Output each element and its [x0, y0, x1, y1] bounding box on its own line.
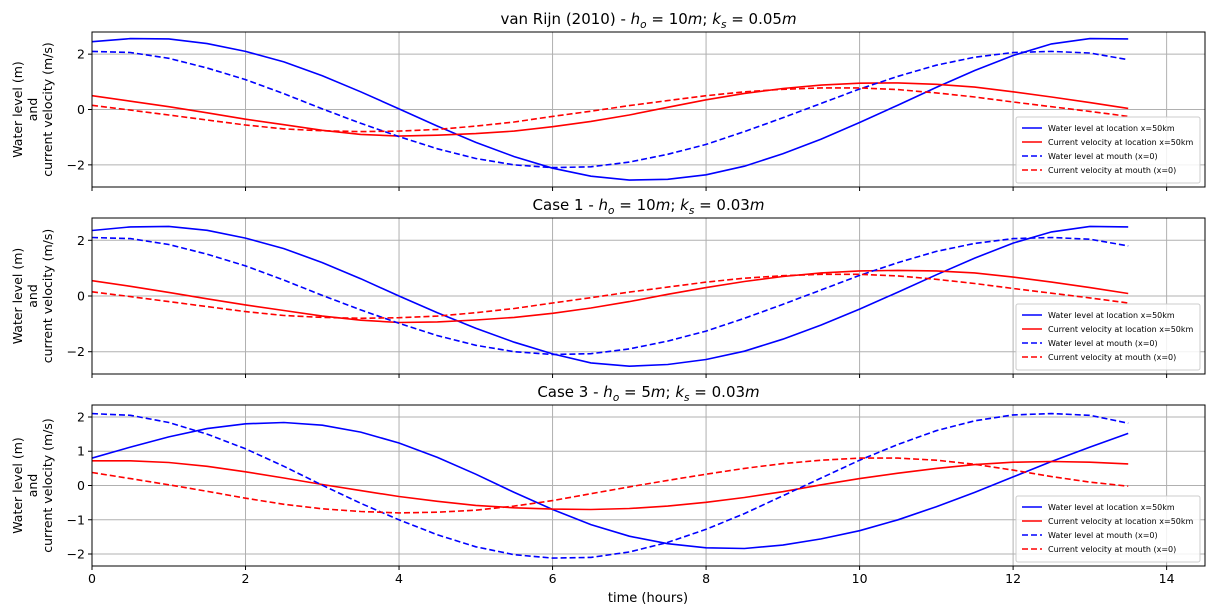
y-tick-label: 2	[77, 409, 85, 424]
series-line-4	[92, 457, 1129, 514]
series-line-1	[92, 225, 1129, 368]
y-axis-label: and	[25, 474, 40, 498]
x-tick-label: 12	[1005, 571, 1021, 586]
y-tick-label: −2	[67, 157, 85, 172]
legend-label: Water level at mouth (x=0)	[1048, 531, 1158, 540]
y-axis-label: Water level (m)	[10, 248, 25, 345]
series-line-1	[92, 421, 1129, 550]
panel-1: −2 0 2 Water level (m) and current velocity (…	[10, 10, 1206, 191]
y-tick-label: 2	[77, 47, 85, 62]
legend-label: Current velocity at mouth (x=0)	[1048, 166, 1176, 175]
y-tick-label: 0	[77, 102, 85, 117]
series-line-3	[92, 412, 1129, 559]
legend-label: Current velocity at mouth (x=0)	[1048, 545, 1176, 554]
y-axis-label: current velocity (m/s)	[40, 418, 55, 553]
x-tick-label: 0	[88, 571, 96, 586]
legend-label: Water level at location x=50km	[1048, 311, 1175, 320]
legend-label: Water level at location x=50km	[1048, 503, 1175, 512]
x-axis-label: time (hours)	[608, 591, 688, 606]
legend-label: Current velocity at location x=50km	[1048, 325, 1194, 334]
panel-2: −2 0 2 Water level (m) and current velocity (…	[10, 196, 1206, 378]
legend-label: Current velocity at location x=50km	[1048, 517, 1194, 526]
series-line-4	[92, 87, 1129, 133]
y-tick-label: 0	[77, 289, 85, 304]
legend-label: Current velocity at mouth (x=0)	[1048, 353, 1176, 362]
x-tick-label: 14	[1159, 571, 1175, 586]
legend-box	[1015, 303, 1201, 371]
x-tick-label: 10	[852, 571, 868, 586]
x-tick-label: 4	[395, 571, 403, 586]
y-axis-label: current velocity (m/s)	[40, 229, 55, 364]
panel-title: van Rijn (2010) - ho = 10m; ks = 0.05m	[500, 10, 796, 31]
y-tick-label: 0	[77, 478, 85, 493]
y-axis-label: and	[25, 98, 40, 122]
y-axis-label: Water level (m)	[10, 437, 25, 534]
legend-box	[1015, 116, 1201, 184]
series-line-2	[92, 460, 1129, 511]
y-axis-label: current velocity (m/s)	[40, 42, 55, 177]
y-tick-label: 2	[77, 233, 85, 248]
x-tick-label: 2	[242, 571, 250, 586]
legend-label: Water level at mouth (x=0)	[1048, 152, 1158, 161]
y-tick-label: −1	[67, 512, 85, 527]
x-tick-label: 8	[702, 571, 710, 586]
legend-label: Water level at location x=50km	[1048, 124, 1175, 133]
y-tick-label: −2	[67, 547, 85, 562]
panel-title: Case 3 - ho = 5m; ks = 0.03m	[537, 383, 759, 404]
series-line-2	[92, 269, 1129, 324]
x-tick-label: 6	[549, 571, 557, 586]
legend-label: Current velocity at location x=50km	[1048, 138, 1194, 147]
series-line-4	[92, 273, 1129, 320]
legend: Water level at location x=50km Current ve…	[1015, 495, 1201, 563]
series-line-2	[92, 82, 1129, 137]
y-axis-label: and	[25, 284, 40, 308]
series-line-3	[92, 50, 1129, 169]
series-line-3	[92, 236, 1129, 356]
legend-box	[1015, 495, 1201, 563]
legend-label: Water level at mouth (x=0)	[1048, 339, 1158, 348]
legend: Water level at location x=50km Current ve…	[1015, 303, 1201, 371]
y-tick-label: 1	[77, 444, 85, 459]
series-line-1	[92, 37, 1129, 181]
y-tick-label: −2	[67, 344, 85, 359]
legend: Water level at location x=50km Current ve…	[1015, 116, 1201, 184]
panel-title: Case 1 - ho = 10m; ks = 0.03m	[533, 196, 765, 217]
y-axis-label: Water level (m)	[10, 61, 25, 158]
